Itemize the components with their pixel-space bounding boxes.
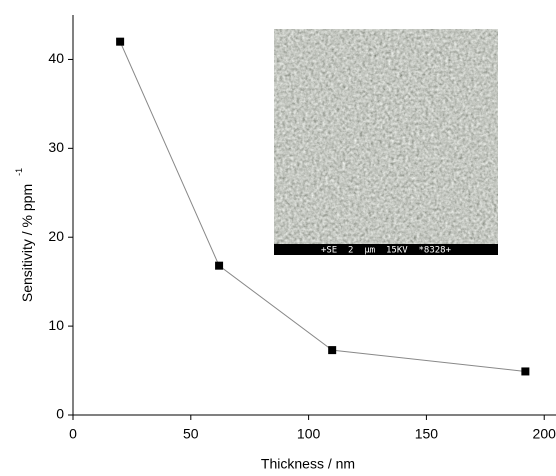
data-point [521,367,530,376]
x-tick-label: 150 [415,426,439,442]
x-axis-label: Thickness / nm [261,456,355,472]
x-tick-label: 0 [69,426,77,442]
data-point [116,37,125,46]
sem-bar [274,244,498,255]
y-tick-label: 20 [48,228,64,244]
y-tick-label: 40 [48,50,64,66]
sem-image [274,29,498,255]
x-tick-label: 100 [297,426,321,442]
x-tick-label: 50 [183,426,199,442]
inset-label: +SE 2 µm 15KV *8328+ [321,246,452,256]
x-tick-label: 200 [533,426,556,442]
y-tick-label: 0 [56,406,64,422]
y-label-sup: -1 [14,168,24,176]
data-point [328,346,337,355]
series-line [119,41,526,372]
y-tick-label: 10 [48,317,64,333]
inset-image: +SE 2 µm 15KV *8328+ [274,29,498,256]
y-label-text: Sensitivity / % ppm [19,184,35,302]
y-tick-label: 30 [48,139,64,155]
data-point [215,261,224,270]
y-axis-label: Sensitivity / % ppm -1 [14,168,34,302]
